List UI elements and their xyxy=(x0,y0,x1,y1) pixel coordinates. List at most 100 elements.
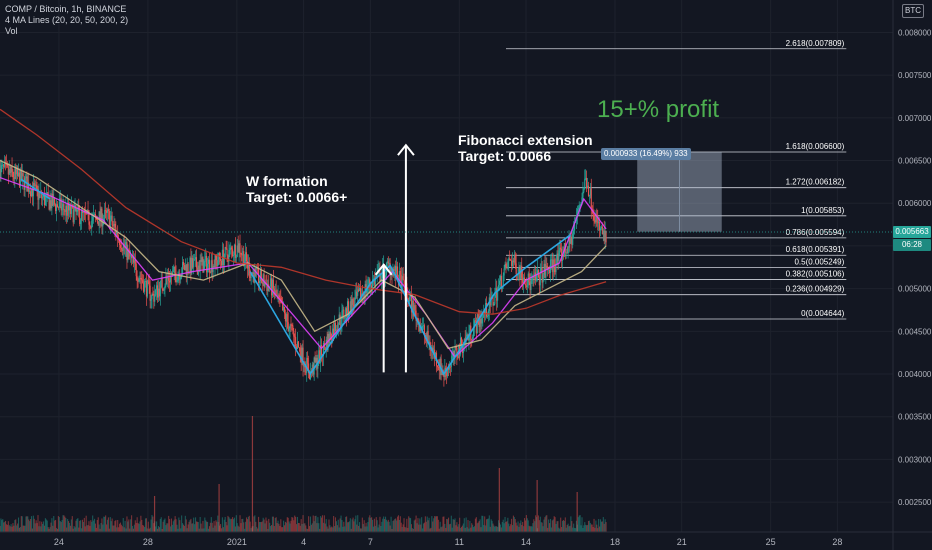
candle-body xyxy=(543,263,545,275)
currency-badge[interactable]: BTC xyxy=(902,4,924,18)
volume-bar xyxy=(300,519,302,532)
candle-body xyxy=(473,327,475,337)
volume-bar xyxy=(393,520,395,532)
volume-bar xyxy=(253,516,255,532)
chart-grid xyxy=(0,0,893,532)
volume-bar xyxy=(589,522,591,532)
volume-bar xyxy=(305,525,307,532)
volume-bar xyxy=(561,527,563,532)
volume-bar xyxy=(324,523,326,532)
volume-bar xyxy=(245,521,247,532)
volume-bar xyxy=(396,520,398,532)
candle-body xyxy=(250,273,252,278)
candle-body xyxy=(447,367,449,377)
volume-bar xyxy=(140,515,142,532)
price-axis[interactable]: 0.002500 0.003000 0.003500 0.004000 0.004500… xyxy=(898,28,932,507)
candle-body xyxy=(484,311,486,315)
candle-body xyxy=(226,248,228,256)
volume-bar xyxy=(72,528,74,532)
volume-bar xyxy=(469,520,471,532)
volume-bar xyxy=(564,517,566,532)
volume-bar xyxy=(449,523,451,532)
candle-body xyxy=(63,204,65,211)
candle-body xyxy=(395,266,397,279)
candle-body xyxy=(203,261,205,273)
volume-bar xyxy=(232,519,235,532)
volume-bar xyxy=(302,515,304,532)
candle-body xyxy=(185,265,187,275)
volume-bar xyxy=(567,523,569,532)
volume-bar xyxy=(43,525,46,532)
volume-bar xyxy=(256,526,258,532)
volume-bar xyxy=(501,521,503,532)
volume-bar xyxy=(314,516,316,532)
candle-body xyxy=(138,278,140,282)
candle-body xyxy=(205,255,207,261)
volume-bar xyxy=(505,521,507,532)
fib-level-label: 1.272(0.006182) xyxy=(786,178,845,187)
candle-body xyxy=(390,267,392,274)
volume-bar xyxy=(151,515,153,532)
candle-body xyxy=(73,209,75,223)
volume-bar xyxy=(111,518,113,532)
candle-body xyxy=(240,253,242,255)
candle-body xyxy=(145,280,147,297)
candle-body xyxy=(111,215,113,225)
volume-bar xyxy=(93,520,95,532)
volume-bar xyxy=(358,525,360,532)
time-axis[interactable]: 24 28 2021 4 7 11 14 18 21 25 28 xyxy=(54,537,842,547)
volume-bar xyxy=(593,518,595,532)
candle-body xyxy=(436,365,438,367)
volume-bar xyxy=(585,524,587,532)
indicator-label[interactable]: 4 MA Lines (20, 20, 50, 200, 2) xyxy=(5,15,129,25)
volume-bar xyxy=(447,519,449,532)
candle-body xyxy=(117,231,119,239)
volume-bar xyxy=(574,527,576,532)
volume-bar xyxy=(243,522,245,532)
candle-body xyxy=(184,265,186,271)
volume-bar xyxy=(0,518,2,532)
candle-body xyxy=(399,270,401,275)
volume-bar xyxy=(460,527,462,532)
volume-bar xyxy=(384,519,386,532)
x-tick-label: 2021 xyxy=(227,537,247,547)
volume-bar xyxy=(79,520,81,532)
candle-body xyxy=(535,272,537,281)
candle-body xyxy=(322,342,324,357)
volume-label[interactable]: Vol xyxy=(5,26,18,36)
volume-bar xyxy=(101,518,103,532)
volume-bar xyxy=(89,525,91,532)
symbol-title[interactable]: COMP / Bitcoin, 1h, BINANCE xyxy=(5,4,127,14)
volume-bar xyxy=(276,523,278,532)
volume-bar xyxy=(363,520,365,532)
candle-body xyxy=(189,257,191,273)
volume-bar xyxy=(330,527,332,532)
volume-bar xyxy=(395,518,397,532)
volume-bar xyxy=(541,522,543,532)
volume-bar xyxy=(201,528,203,532)
volume-bar xyxy=(50,522,52,532)
volume-bar xyxy=(322,522,324,532)
volume-bar xyxy=(265,517,267,532)
volume-bar xyxy=(84,526,86,532)
candle-body xyxy=(227,255,229,262)
volume-bar xyxy=(381,521,383,532)
volume-bar xyxy=(367,522,369,532)
volume-bar xyxy=(495,526,497,532)
candle-body xyxy=(235,256,237,258)
volume-bar xyxy=(346,522,349,532)
volume-bar xyxy=(484,516,486,532)
candle-body xyxy=(30,191,32,197)
volume-bar xyxy=(61,520,63,532)
volume-bar xyxy=(350,528,352,532)
candle-body xyxy=(293,330,295,337)
candle-body xyxy=(355,291,357,298)
candle-body xyxy=(586,185,589,189)
candle-body xyxy=(303,365,305,367)
candle-body xyxy=(506,267,508,269)
last-price-tag: 0.005663 xyxy=(893,226,931,238)
volume-bar xyxy=(53,516,55,532)
candle-body xyxy=(560,247,562,249)
volume-bar xyxy=(476,523,478,532)
